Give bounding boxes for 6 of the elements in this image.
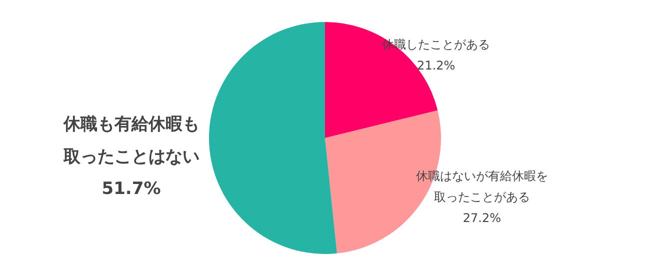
data-label: 27.2% [462, 211, 502, 226]
slice-label: 休職はないが有給休暇を取ったことがある [416, 169, 548, 204]
slice-label: 休職したことがある [382, 37, 490, 52]
slice-label: 休職も有給休暇も取ったことはない [62, 114, 200, 167]
data-label: 51.7% [102, 179, 161, 200]
data-label: 21.2% [417, 58, 456, 72]
